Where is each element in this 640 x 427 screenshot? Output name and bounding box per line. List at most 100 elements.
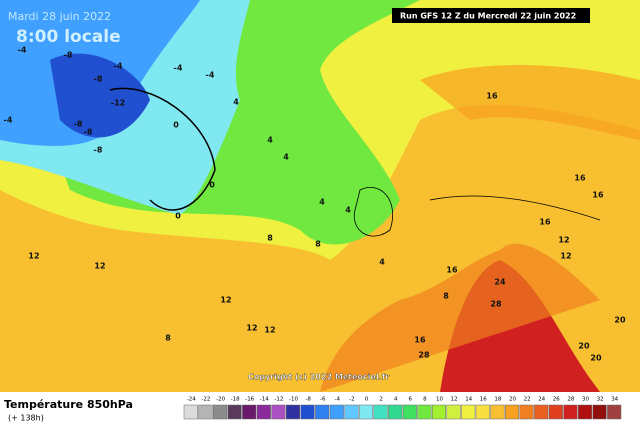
contour-label: -8 bbox=[94, 75, 103, 84]
scale-label: -6 bbox=[320, 397, 326, 403]
coastline bbox=[353, 187, 601, 237]
scale-label: 12 bbox=[451, 397, 458, 403]
contour-label: 4 bbox=[319, 198, 325, 207]
scale-label: -18 bbox=[231, 397, 240, 403]
scale-label: 0 bbox=[365, 397, 369, 403]
zone-very-cold bbox=[50, 53, 150, 138]
scale-label: 6 bbox=[409, 397, 413, 403]
contour-label: -8 bbox=[94, 146, 103, 155]
contour-label: 4 bbox=[267, 136, 273, 145]
scale-swatch bbox=[344, 404, 359, 420]
scale-swatch bbox=[388, 404, 403, 420]
contour-label: 8 bbox=[315, 240, 321, 249]
run: Run GFS 12 Z du Mercredi 22 juin 2022 bbox=[400, 12, 576, 21]
time: 8:00 locale bbox=[16, 27, 121, 47]
scale-label: 34 bbox=[611, 397, 618, 403]
contour-label: -8 bbox=[64, 51, 73, 60]
scale-swatch bbox=[446, 404, 461, 420]
scale-label: 22 bbox=[524, 397, 531, 403]
contour-label: 16 bbox=[539, 218, 551, 227]
scale-label: -12 bbox=[274, 397, 283, 403]
contour-label: 16 bbox=[592, 191, 604, 200]
scale-label: 4 bbox=[394, 397, 398, 403]
scale-swatch bbox=[402, 404, 417, 420]
scale-label: 28 bbox=[567, 397, 574, 403]
contour-label: 20 bbox=[578, 342, 590, 351]
scale-label: -14 bbox=[260, 397, 269, 403]
contour-label: 12 bbox=[220, 296, 231, 305]
copyright: Copyright (c) 2022 Meteociel.fr bbox=[248, 373, 389, 382]
coastline bbox=[109, 87, 216, 211]
contour-label: 12 bbox=[558, 236, 569, 245]
contour-label: 20 bbox=[590, 354, 602, 363]
contour-label: 12 bbox=[94, 262, 105, 271]
scale-label: 32 bbox=[597, 397, 604, 403]
contour-label: 12 bbox=[264, 326, 275, 335]
run-box bbox=[392, 8, 590, 23]
scale-label: 2 bbox=[379, 397, 383, 403]
scale-swatch bbox=[577, 404, 593, 420]
contour-label: 16 bbox=[414, 336, 426, 345]
contour-label: 16 bbox=[574, 174, 586, 183]
scale-swatch bbox=[242, 404, 257, 420]
scale-swatch bbox=[490, 404, 505, 420]
scale-swatch bbox=[329, 404, 344, 420]
scale-label: -4 bbox=[335, 397, 341, 403]
contour-label: 24 bbox=[494, 278, 506, 287]
scale-label: 18 bbox=[494, 397, 501, 403]
zone-warm-ne bbox=[420, 65, 640, 140]
scale-swatch bbox=[431, 404, 447, 420]
contour-label: 4 bbox=[345, 206, 351, 215]
contour-label: 0 bbox=[209, 181, 215, 190]
scale-swatch bbox=[183, 404, 198, 420]
contour-label: 12 bbox=[560, 252, 571, 261]
footer-lead: (+ 138h) bbox=[8, 414, 44, 423]
contour-label: 0 bbox=[175, 212, 181, 221]
date: Mardi 28 juin 2022 bbox=[8, 10, 111, 23]
scale-label: 24 bbox=[538, 397, 545, 403]
scale-swatch bbox=[504, 404, 520, 420]
scale-swatch bbox=[271, 404, 286, 420]
contour-label: 4 bbox=[283, 153, 289, 162]
scale-label: 16 bbox=[480, 397, 487, 403]
contour-label: 28 bbox=[490, 300, 502, 309]
contour-label: -4 bbox=[18, 46, 27, 55]
scale-label: -24 bbox=[187, 397, 196, 403]
contour-label: -4 bbox=[174, 64, 183, 73]
scale-swatch bbox=[285, 404, 301, 420]
contour-label: -4 bbox=[114, 62, 123, 71]
contour-label: 8 bbox=[165, 334, 171, 343]
contour-label: 16 bbox=[446, 266, 458, 275]
contour-label: -4 bbox=[206, 71, 215, 80]
scale-swatch bbox=[256, 404, 271, 420]
scale-label: -16 bbox=[245, 397, 254, 403]
contour-label: 12 bbox=[28, 252, 39, 261]
scale-label: 8 bbox=[423, 397, 427, 403]
contour-label: 4 bbox=[379, 258, 385, 267]
contour-label: 28 bbox=[418, 351, 430, 360]
scale-swatch bbox=[373, 404, 388, 420]
scale-swatch bbox=[358, 404, 374, 420]
contour-label: 4 bbox=[233, 98, 239, 107]
scale-swatch bbox=[519, 404, 534, 420]
contour-label: -8 bbox=[84, 128, 93, 137]
contour-label: 20 bbox=[614, 316, 626, 325]
contour-label: 8 bbox=[443, 292, 449, 301]
scale-swatch bbox=[461, 404, 476, 420]
scale-swatch bbox=[315, 404, 330, 420]
scale-swatch bbox=[475, 404, 490, 420]
contour-label: -8 bbox=[74, 120, 83, 129]
contour-label: 0 bbox=[173, 121, 179, 130]
scale-label: 26 bbox=[553, 397, 560, 403]
scale-swatch bbox=[548, 404, 563, 420]
contour-label: -4 bbox=[4, 116, 13, 125]
scale-swatch bbox=[607, 404, 622, 420]
contour-label: 12 bbox=[246, 324, 257, 333]
scale-label: -10 bbox=[289, 397, 298, 403]
footer-title: Température 850hPa bbox=[4, 398, 133, 411]
scale-swatch bbox=[592, 404, 607, 420]
contour-label: -12 bbox=[111, 99, 125, 108]
contour-label: 8 bbox=[267, 234, 273, 243]
